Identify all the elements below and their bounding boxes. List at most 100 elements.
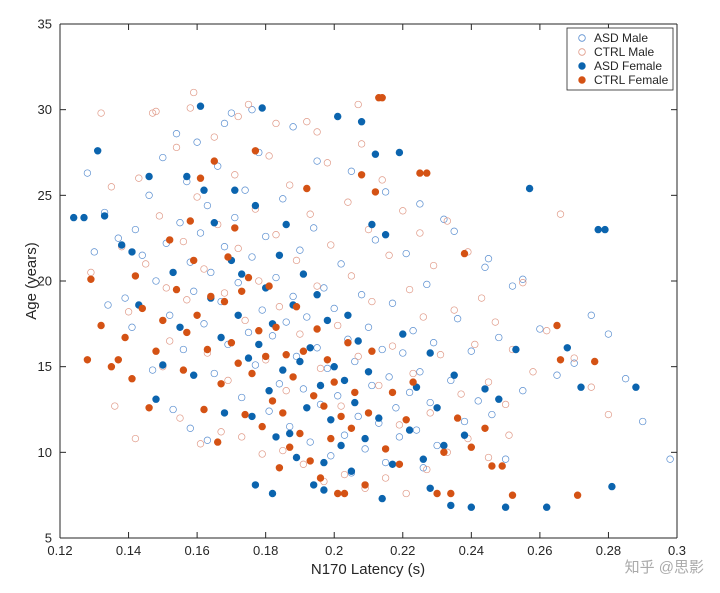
data-point [220,119,229,128]
data-point [286,181,294,189]
legend-marker [578,62,586,70]
data-point [289,123,297,131]
data-point [361,481,369,489]
data-point [107,183,116,191]
data-point [501,503,510,511]
data-point [69,213,78,222]
data-point [190,371,198,379]
data-point [388,460,397,468]
data-point [440,448,448,456]
data-point [381,188,390,196]
y-tick-label: 10 [38,445,52,460]
data-point [327,452,335,460]
data-point [145,172,153,181]
data-point [272,323,280,331]
data-point [450,371,458,379]
data-point [231,186,239,194]
data-point [183,296,191,304]
data-point [481,424,489,432]
data-point [337,402,345,410]
data-point [488,410,496,419]
data-point [214,438,222,446]
data-point [316,381,325,390]
data-point [238,270,246,278]
data-point [292,453,301,462]
data-point [639,417,647,426]
data-point [460,417,469,426]
data-point [334,392,342,400]
data-point [399,349,407,357]
data-point [145,404,153,412]
data-point [313,157,321,165]
data-point [542,503,551,511]
data-point [282,220,290,229]
data-point [632,383,640,391]
data-point [244,328,253,337]
data-point [563,344,571,352]
data-point [471,340,479,349]
data-point [289,373,297,381]
data-point [292,256,301,265]
data-point [388,388,397,397]
data-point [405,285,414,294]
data-point [587,383,595,391]
data-point [286,443,294,451]
x-axis-label: N170 Latency (s) [311,561,425,578]
data-point [519,275,527,283]
data-point [196,229,205,237]
data-point [152,347,160,355]
data-point [378,176,386,184]
data-point [405,388,414,397]
data-point [117,241,126,249]
data-point [231,171,239,179]
data-point [251,147,260,155]
data-point [114,234,122,242]
data-point [279,446,287,455]
data-point [453,315,462,323]
legend-label: ASD Female [594,59,662,73]
data-point [299,460,308,468]
data-point [275,380,284,388]
x-tick-label: 0.3 [668,543,686,558]
data-point [453,414,462,422]
data-point [80,213,88,222]
data-point [357,140,366,148]
data-point [371,236,380,244]
data-point [474,397,482,405]
data-point [416,169,424,177]
data-point [166,311,174,319]
data-point [169,268,177,277]
data-point [244,273,253,282]
data-point [152,107,160,116]
data-point [193,138,201,146]
y-tick-label: 25 [38,188,52,203]
data-point [330,304,338,313]
data-point [347,467,356,475]
data-point [327,416,335,424]
data-point [337,412,345,421]
y-tick-label: 5 [45,531,52,546]
data-point [460,249,469,258]
data-point [347,272,356,280]
data-point [481,263,489,271]
legend-label: CTRL Female [594,73,669,87]
data-point [227,339,236,347]
data-point [241,186,249,194]
data-point [179,366,188,374]
data-point [491,318,499,326]
data-point [234,279,242,287]
data-point [364,409,373,417]
watermark-text: 知乎 @思影 [625,559,704,576]
x-tick-label: 0.22 [390,543,415,558]
data-point [193,193,201,201]
data-point [344,339,352,347]
data-point [313,325,321,333]
data-point [234,112,242,121]
data-point [378,93,386,102]
data-point [440,441,448,450]
data-point [272,119,280,128]
data-point [190,88,198,97]
data-point [196,440,205,448]
data-point [179,345,188,354]
